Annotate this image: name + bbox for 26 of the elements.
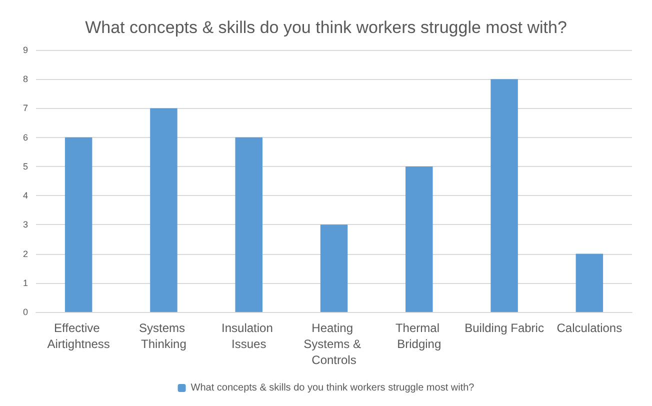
x-tick-label: Building Fabric — [464, 321, 544, 335]
bar — [576, 254, 604, 312]
x-tick-label: Calculations — [556, 321, 622, 335]
y-tick-label: 2 — [22, 248, 28, 259]
x-tick-label: Thermal Bridging — [395, 321, 443, 351]
y-tick-label: 4 — [22, 190, 28, 201]
bar — [235, 137, 262, 312]
bar — [64, 137, 92, 312]
y-tick-label: 3 — [22, 220, 28, 230]
x-tick-label: Insulation Issues — [222, 321, 276, 351]
y-tick-label: 6 — [22, 132, 28, 142]
y-tick-label: 5 — [22, 161, 28, 172]
legend-label: What concepts & skills do you think workers struggle most with? — [190, 382, 475, 394]
x-tick-label: Heating Systems & Controls — [304, 321, 364, 367]
x-tick-label: Systems Thinking — [139, 321, 188, 351]
bar — [320, 224, 348, 312]
y-tick-label: 0 — [22, 307, 28, 317]
y-tick-label: 8 — [22, 74, 28, 84]
bar — [490, 79, 518, 312]
x-tick-label: Effective Airtightness — [47, 321, 110, 351]
y-tick-label: 7 — [22, 103, 28, 114]
y-tick-label: 1 — [22, 278, 28, 288]
bar — [406, 166, 433, 312]
chart-title: What concepts & skills do you think workers struggle most with? — [85, 18, 567, 37]
bar — [150, 108, 178, 312]
y-tick-label: 9 — [22, 45, 28, 55]
